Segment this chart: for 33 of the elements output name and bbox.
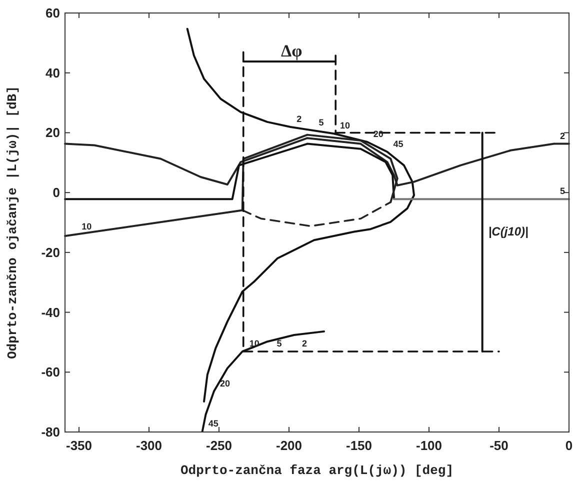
y-tick-label: 40 <box>46 65 60 80</box>
x-tick-label: 0 <box>565 438 573 453</box>
annotation: 20 <box>373 128 384 139</box>
y-tick-label: -80 <box>41 424 60 440</box>
y-tick-label: 60 <box>46 6 60 20</box>
annotation: 2 <box>296 114 302 124</box>
x-tick-label: -100 <box>416 438 442 453</box>
x-tick-label: -250 <box>206 438 232 453</box>
y-tick-label: 0 <box>52 185 60 200</box>
annotation: 45 <box>393 138 404 149</box>
annotation: Δφ <box>281 41 303 60</box>
annotation: 45 <box>208 418 218 428</box>
x-axis-title: Odprto-zančna faza arg(L(jω)) [deg] <box>180 463 454 478</box>
x-tick-label: -50 <box>490 438 508 453</box>
annotation: |C(j10)| <box>488 224 528 238</box>
y-tick-label: 20 <box>46 125 60 140</box>
annotation: 10 <box>82 221 92 232</box>
annotation: 5 <box>276 338 282 348</box>
annotation: 5 <box>560 186 566 196</box>
annotation: 2 <box>302 338 308 348</box>
annotation: 10 <box>340 120 350 131</box>
y-tick-label: -40 <box>41 304 60 320</box>
x-tick-label: -200 <box>276 438 302 453</box>
annotation: 5 <box>318 117 324 128</box>
x-tick-label: -350 <box>66 438 92 453</box>
x-tick-label: -300 <box>136 438 162 453</box>
annotation: 2 <box>560 130 566 141</box>
annotation: 10 <box>249 338 260 348</box>
annotation: 20 <box>220 378 230 388</box>
x-tick-label: -150 <box>346 438 372 453</box>
y-tick-label: -20 <box>41 244 60 260</box>
y-axis-title: Odprto-zančno ojačanje |L(jω)| [dB] <box>5 86 20 360</box>
y-tick-label: -60 <box>41 364 60 380</box>
